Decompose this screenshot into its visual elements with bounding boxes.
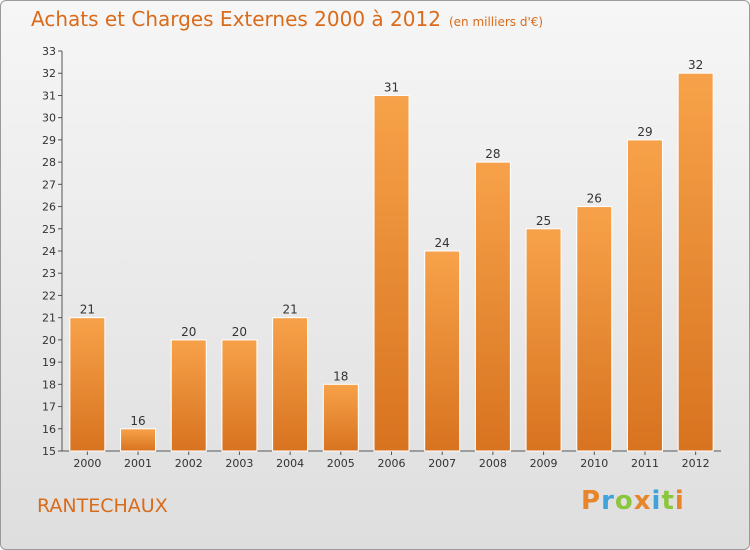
bars-group: 21 16 20 20 21 18 31 24 28 25 26 29 32 xyxy=(69,58,714,452)
y-axis: 15 16 17 18 19 20 21 22 23 24 25 26 27 28 29 30 31 32 33 xyxy=(42,45,63,458)
chart-title-block: Achats et Charges Externes 2000 à 2012 (e… xyxy=(31,7,543,31)
y-tick-label: 16 xyxy=(42,423,56,436)
chart-title: Achats et Charges Externes 2000 à 2012 xyxy=(31,7,441,31)
bar-value-label: 21 xyxy=(282,303,297,317)
bar xyxy=(576,206,613,452)
x-tick-label: 2005 xyxy=(327,457,355,470)
bar xyxy=(322,383,359,452)
y-tick-label: 21 xyxy=(42,312,56,325)
y-tick-label: 24 xyxy=(42,245,56,258)
bar-value-label: 31 xyxy=(384,80,399,94)
x-tick-label: 2004 xyxy=(276,457,304,470)
y-tick-label: 25 xyxy=(42,223,56,236)
chart-subtitle: (en milliers d'€) xyxy=(448,15,544,29)
y-tick-label: 19 xyxy=(42,356,56,369)
brand-letter: P xyxy=(581,486,602,516)
x-tick-label: 2003 xyxy=(225,457,253,470)
x-tick-label: 2009 xyxy=(530,457,558,470)
brand-letter: r xyxy=(601,486,615,516)
bar xyxy=(626,139,663,452)
bar-value-label: 28 xyxy=(485,147,500,161)
bar xyxy=(373,94,410,452)
y-tick-label: 20 xyxy=(42,334,56,347)
y-tick-label: 30 xyxy=(42,112,56,125)
y-tick-label: 29 xyxy=(42,134,56,147)
bar xyxy=(69,317,106,452)
bar xyxy=(677,72,714,452)
bar-value-label: 20 xyxy=(181,325,196,339)
bar-value-label: 25 xyxy=(536,214,551,228)
y-tick-label: 26 xyxy=(42,201,56,214)
bar-value-label: 21 xyxy=(80,303,95,317)
y-tick-label: 27 xyxy=(42,178,56,191)
bar xyxy=(474,161,511,452)
x-tick-label: 2012 xyxy=(682,457,710,470)
y-tick-label: 15 xyxy=(42,445,56,458)
bar-value-label: 16 xyxy=(130,414,145,428)
y-tick-label: 33 xyxy=(42,45,56,58)
x-tick-label: 2007 xyxy=(428,457,456,470)
y-tick-label: 18 xyxy=(42,378,56,391)
y-tick-label: 28 xyxy=(42,156,56,169)
bar-value-label: 24 xyxy=(435,236,450,250)
bar-value-label: 29 xyxy=(637,125,652,139)
brand-letter: i xyxy=(651,486,662,516)
x-tick-label: 2000 xyxy=(73,457,101,470)
x-tick-label: 2001 xyxy=(124,457,152,470)
y-tick-label: 17 xyxy=(42,401,56,414)
bar-value-label: 32 xyxy=(688,58,703,72)
bar-value-label: 26 xyxy=(587,192,602,206)
brand-letter: t xyxy=(661,486,675,516)
brand-letter: o xyxy=(614,486,634,516)
brand-letter: x xyxy=(633,486,652,516)
x-tick-label: 2002 xyxy=(175,457,203,470)
y-tick-label: 31 xyxy=(42,89,56,102)
proxiti-logo[interactable]: Proxiti xyxy=(581,486,685,516)
bar xyxy=(525,228,562,452)
bar-value-label: 20 xyxy=(232,325,247,339)
bar xyxy=(170,339,207,452)
bar-value-label: 18 xyxy=(333,369,348,383)
x-tick-label: 2011 xyxy=(631,457,659,470)
bar xyxy=(424,250,461,452)
y-tick-label: 22 xyxy=(42,289,56,302)
bar xyxy=(120,428,157,452)
town-name: RANTECHAUX xyxy=(37,495,168,517)
x-tick-label: 2006 xyxy=(378,457,406,470)
brand-letter: i xyxy=(674,486,685,516)
x-tick-label: 2010 xyxy=(580,457,608,470)
y-tick-label: 32 xyxy=(42,67,56,80)
x-tick-label: 2008 xyxy=(479,457,507,470)
bar xyxy=(221,339,258,452)
x-axis: 2000 2001 2002 2003 2004 2005 2006 2007 2008 2009… xyxy=(62,450,721,470)
bar xyxy=(272,317,309,452)
y-tick-label: 23 xyxy=(42,267,56,280)
